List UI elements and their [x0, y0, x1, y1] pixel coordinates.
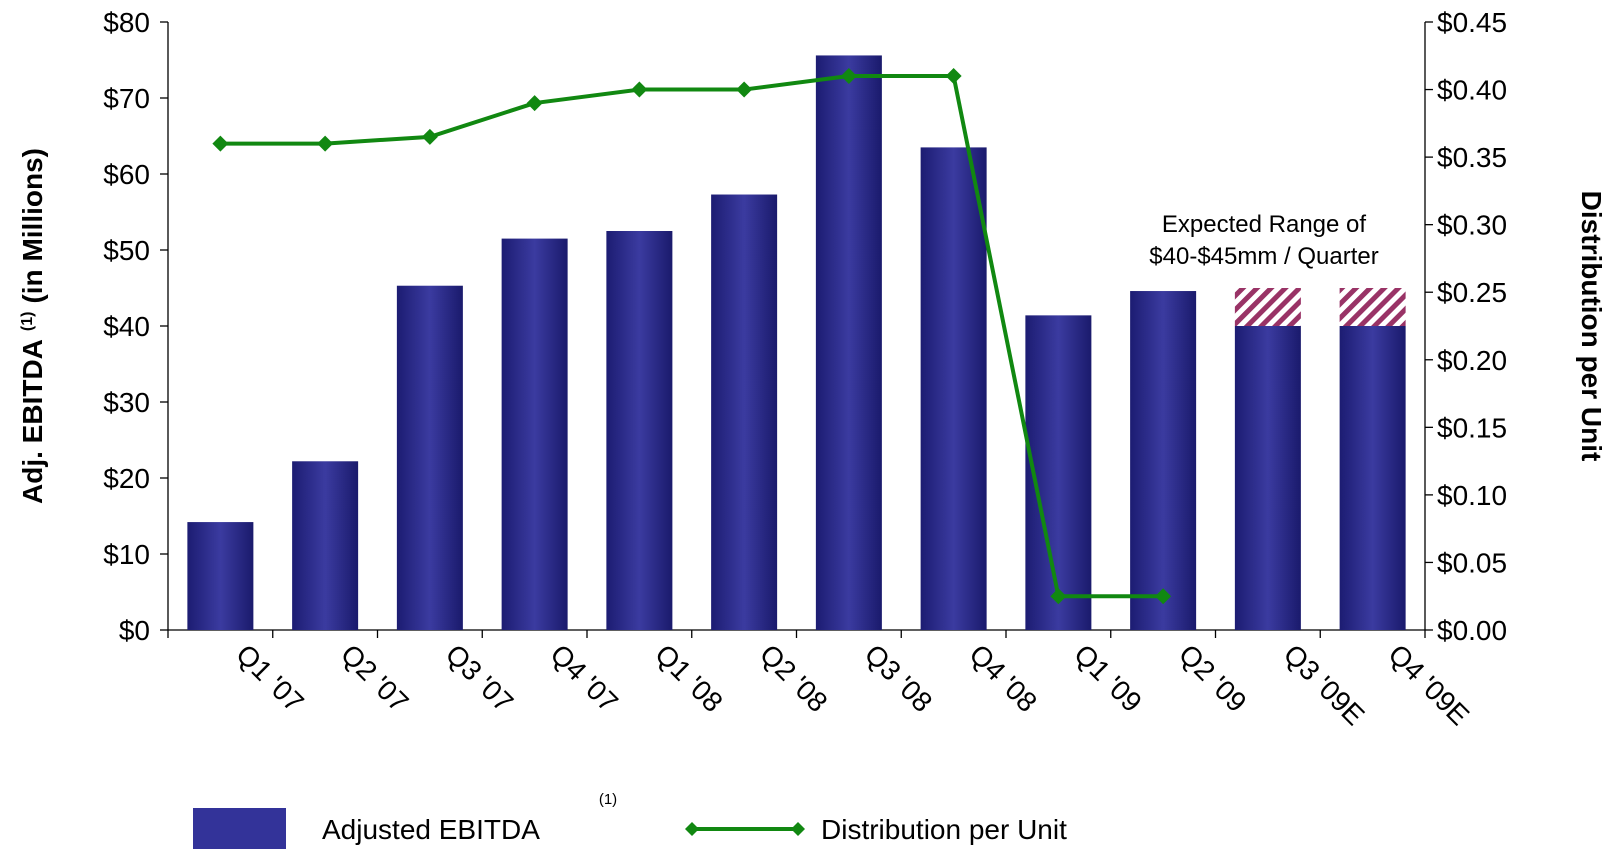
ebitda-bar — [606, 231, 673, 630]
right-axis-ticks: $0.00 $0.05 $0.10 $0.15 $0.20 $0.25 $0.30 $0.35… — [1425, 7, 1507, 646]
y-right-tick-label: $0.35 — [1437, 142, 1507, 173]
x-tick-label: Q3 '08 — [859, 638, 939, 718]
distribution-point — [1155, 588, 1172, 605]
ebitda-bar — [920, 147, 987, 630]
y-axis-right-title: Distribution per Unit — [1576, 191, 1607, 462]
y-axis-left-title: Adj. EBITDA (1) (in Millions) — [17, 148, 48, 504]
distribution-point — [736, 81, 753, 98]
ebitda-bar — [1234, 326, 1301, 630]
y-right-tick-label: $0.15 — [1437, 412, 1507, 443]
legend-line-marker-right — [791, 822, 805, 836]
y-right-tick-label: $0.25 — [1437, 277, 1507, 308]
y-right-tick-label: $0.00 — [1437, 615, 1507, 646]
x-tick-label: Q1 '07 — [230, 638, 310, 718]
distribution-point — [526, 95, 543, 112]
distribution-point — [945, 68, 962, 85]
distribution-point — [421, 128, 438, 145]
ebitda-bar — [187, 522, 254, 630]
ebitda-bar — [815, 55, 882, 630]
ebitda-bar — [501, 238, 568, 630]
distribution-point — [212, 135, 229, 152]
x-axis-ticks: Q1 '07 Q2 '07 Q3 '07 Q4 '07 Q1 '08 Q2 '08 Q3 '… — [167, 630, 1475, 731]
y-right-tick-label: $0.40 — [1437, 75, 1507, 106]
y-left-tick-label: $30 — [103, 387, 150, 418]
expected-range-bar — [1339, 288, 1406, 326]
expected-range-bar — [1234, 288, 1301, 326]
x-tick-label: Q2 '09 — [1173, 638, 1253, 718]
legend-bar-superscript: (1) — [599, 791, 617, 808]
legend-bar-swatch — [193, 808, 286, 849]
ebitda-bar — [1130, 291, 1197, 630]
ebitda-bar — [711, 194, 778, 630]
x-tick-label: Q2 '07 — [335, 638, 415, 718]
x-tick-label: Q4 '07 — [544, 638, 624, 718]
y-left-tick-label: $20 — [103, 463, 150, 494]
y-right-tick-label: $0.05 — [1437, 547, 1507, 578]
range-series — [1234, 288, 1406, 326]
y-left-tick-label: $10 — [103, 539, 150, 570]
bar-series — [187, 55, 1406, 630]
y-left-tick-label: $50 — [103, 235, 150, 266]
legend-line-label: Distribution per Unit — [821, 814, 1067, 845]
y-right-tick-label: $0.30 — [1437, 210, 1507, 241]
distribution-point — [1050, 588, 1067, 605]
distribution-point — [631, 81, 648, 98]
ebitda-bar — [1339, 326, 1406, 630]
ebitda-bar — [396, 285, 463, 630]
x-tick-label: Q3 '07 — [440, 638, 520, 718]
x-tick-label: Q3 '09E — [1278, 638, 1371, 731]
y-left-tick-label: $80 — [103, 7, 150, 38]
ebitda-bar — [1025, 315, 1092, 630]
x-tick-label: Q1 '08 — [649, 638, 729, 718]
y-axis-left-title-main: Adj. EBITDA — [17, 339, 48, 504]
x-tick-label: Q4 '09E — [1382, 638, 1475, 731]
legend: Adjusted EBITDA (1) Distribution per Uni… — [193, 791, 1067, 849]
y-axis-left-title-superscript: (1) — [19, 312, 36, 332]
y-right-tick-label: $0.45 — [1437, 7, 1507, 38]
legend-bar-label: Adjusted EBITDA — [322, 814, 540, 845]
distribution-point — [317, 135, 334, 152]
distribution-line — [220, 74, 1164, 599]
legend-line-marker-left — [685, 822, 699, 836]
x-tick-label: Q4 '08 — [963, 638, 1043, 718]
y-left-tick-label: $0 — [119, 615, 150, 646]
x-tick-label: Q2 '08 — [754, 638, 834, 718]
ebitda-bar — [292, 461, 359, 630]
y-left-tick-label: $70 — [103, 83, 150, 114]
y-axis-left-title-suffix: (in Millions) — [17, 148, 48, 304]
left-axis-ticks: $0 $10 $20 $30 $40 $50 $60 $70 $80 — [103, 7, 168, 646]
x-tick-label: Q1 '09 — [1068, 638, 1148, 718]
expected-range-annotation-line-2: $40-$45mm / Quarter — [1149, 243, 1378, 270]
y-right-tick-label: $0.10 — [1437, 480, 1507, 511]
y-right-tick-label: $0.20 — [1437, 345, 1507, 376]
line-series — [212, 68, 1172, 605]
y-left-tick-label: $60 — [103, 159, 150, 190]
distribution-point — [840, 68, 857, 85]
expected-range-annotation-line-1: Expected Range of — [1162, 211, 1366, 238]
y-left-tick-label: $40 — [103, 311, 150, 342]
